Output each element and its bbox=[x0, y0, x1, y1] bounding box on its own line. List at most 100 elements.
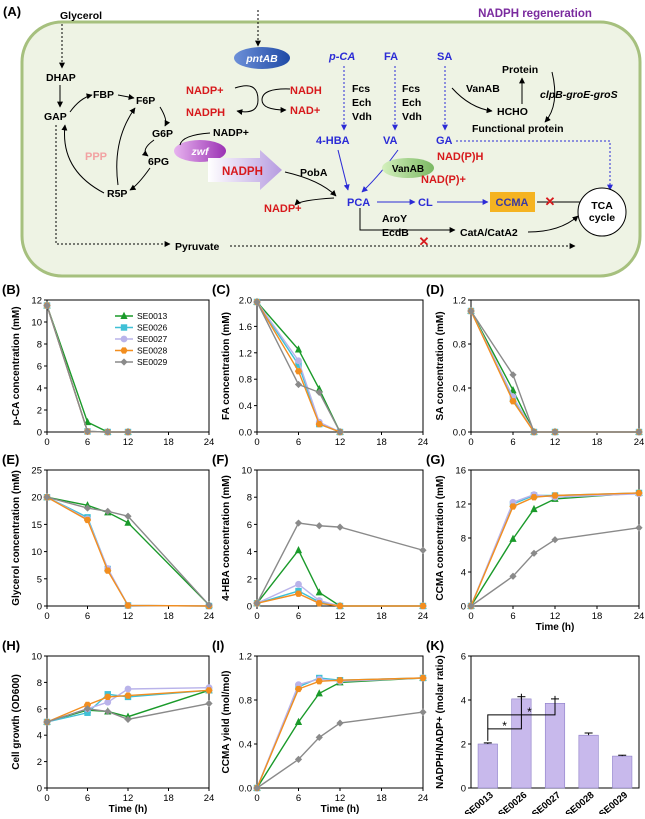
ylabel-B: p-CA concentration (mM) bbox=[11, 306, 22, 425]
point-F-SE0013-2 bbox=[315, 588, 323, 596]
point-F-SE0028-4 bbox=[419, 602, 427, 610]
nadp-plus-g6p: NADP+ bbox=[213, 127, 249, 139]
point-C-SE0029-2 bbox=[315, 388, 323, 396]
ytick-label-I-0: 0.0 bbox=[239, 784, 252, 795]
series-line-C-SE0028 bbox=[256, 301, 341, 433]
point-G-SE0029-3 bbox=[551, 536, 559, 544]
zwf-enzyme bbox=[174, 140, 226, 162]
series-line-B-SE0028 bbox=[46, 305, 128, 433]
node-ppp: PPP bbox=[85, 151, 107, 163]
xtick-label-B-2: 12 bbox=[123, 437, 134, 448]
enz-vdh-2: Vdh bbox=[402, 111, 422, 123]
xtick-label-G-4: 24 bbox=[634, 611, 645, 622]
block-cata: ✕ bbox=[419, 234, 430, 249]
panel-label-a: (A) bbox=[3, 4, 21, 19]
series-line-D-SE0026 bbox=[470, 310, 639, 433]
xcat-SE0013: SE0013 bbox=[463, 790, 496, 814]
ytick-label-D-3: 1.2 bbox=[453, 296, 466, 307]
legend-label-SE0027: SE0027 bbox=[137, 334, 168, 344]
point-H-SE0028-3 bbox=[124, 692, 132, 699]
plot-frame-C bbox=[256, 299, 424, 433]
point-F-SE0029-0 bbox=[253, 599, 261, 607]
xtick-label-C-0: 0 bbox=[254, 437, 259, 448]
arrow-f6p-g6p bbox=[159, 106, 171, 127]
ytick-label-C-2: 0.8 bbox=[239, 375, 252, 386]
ytick-label-I-2: 0.8 bbox=[239, 696, 252, 707]
ytick-label-H-1: 2 bbox=[37, 757, 42, 768]
point-F-SE0029-2 bbox=[315, 522, 323, 530]
xtick-label-E-4: 24 bbox=[204, 611, 215, 622]
ytick-label-E-3: 15 bbox=[31, 520, 42, 531]
ylabel-G: CCMA concentration (mM) bbox=[435, 475, 446, 600]
ytick-label-H-3: 6 bbox=[37, 704, 42, 715]
node-protein: Protein bbox=[502, 64, 538, 76]
xtick-label-G-3: 18 bbox=[592, 611, 603, 622]
arrow-sa-hcho bbox=[451, 87, 493, 114]
enz-fcs-1: Fcs bbox=[352, 83, 370, 95]
enz-ech-2: Ech bbox=[402, 97, 421, 109]
xlabel-G: Time (h) bbox=[536, 622, 575, 633]
point-C-SE0029-3 bbox=[336, 428, 344, 436]
ytick-label-C-5: 2.0 bbox=[239, 296, 252, 307]
xtick-label-H-4: 24 bbox=[204, 793, 215, 804]
ytick-label-B-6: 12 bbox=[31, 296, 42, 307]
enz-poba: PobA bbox=[300, 167, 328, 179]
xtick-label-H-3: 18 bbox=[163, 793, 174, 804]
point-I-SE0028-2 bbox=[315, 678, 323, 685]
ytick-label-E-1: 5 bbox=[37, 574, 42, 585]
point-H-SE0028-2 bbox=[104, 693, 112, 701]
enz-ecdb: EcdB bbox=[382, 227, 409, 239]
point-H-SE0026-1 bbox=[84, 709, 91, 716]
point-H-SE0029-1 bbox=[83, 705, 92, 713]
node-pca: PCA bbox=[347, 197, 370, 209]
xtick-label-D-3: 18 bbox=[592, 437, 603, 448]
nadph-va: NAD(P)H bbox=[437, 151, 483, 163]
ytick-label-K-0: 0 bbox=[461, 784, 466, 795]
point-E-SE0028-1 bbox=[83, 516, 92, 524]
node-f6p: F6P bbox=[136, 95, 155, 107]
ytick-label-F-2: 4 bbox=[247, 547, 252, 558]
ytick-label-I-1: 0.4 bbox=[239, 740, 252, 751]
point-E-SE0029-1 bbox=[83, 504, 92, 512]
panel-label-B: (B) bbox=[2, 282, 20, 297]
xtick-label-H-0: 0 bbox=[44, 793, 49, 804]
node-pca-acid: p-CA bbox=[328, 51, 355, 63]
point-B-SE0029-0 bbox=[43, 301, 51, 310]
point-H-SE0029-3 bbox=[124, 715, 132, 723]
nadph-fat-arrow bbox=[208, 150, 282, 190]
point-H-SE0029-0 bbox=[43, 718, 51, 726]
node-ga: GA bbox=[436, 135, 453, 147]
xtick-label-H-2: 12 bbox=[123, 793, 134, 804]
xtick-label-F-3: 18 bbox=[376, 611, 387, 622]
bar-SE0013 bbox=[477, 743, 498, 789]
ylabel-D: SA concentration (mM) bbox=[435, 311, 446, 420]
point-G-SE0029-0 bbox=[467, 602, 475, 610]
series-line-B-SE0027 bbox=[46, 305, 128, 433]
arrow-va-pca bbox=[361, 149, 399, 193]
ccma-box bbox=[490, 192, 535, 212]
ytick-label-G-4: 16 bbox=[455, 466, 466, 477]
arrow-r5p-f6p bbox=[116, 107, 136, 186]
ytick-label-B-1: 2 bbox=[37, 406, 42, 417]
point-I-SE0029-1 bbox=[294, 755, 303, 763]
panel-label-F: (F) bbox=[212, 452, 229, 467]
point-D-SE0029-4 bbox=[635, 428, 643, 436]
ytick-label-B-5: 10 bbox=[31, 318, 42, 329]
series-line-C-SE0013 bbox=[256, 301, 341, 433]
xtick-label-B-0: 0 bbox=[44, 437, 49, 448]
arrow-cata-tca bbox=[527, 215, 579, 233]
arrow-ga-tca bbox=[456, 140, 613, 191]
sig-bracket-1 bbox=[487, 693, 522, 741]
panel-label-E: (E) bbox=[2, 452, 19, 467]
ytick-label-F-1: 2 bbox=[247, 574, 252, 585]
point-C-SE0029-0 bbox=[253, 298, 261, 306]
point-C-SE0028-1 bbox=[294, 368, 303, 375]
ytick-label-E-0: 0 bbox=[37, 602, 42, 613]
point-C-SE0013-2 bbox=[315, 384, 323, 393]
enz-vdh-1: Vdh bbox=[352, 111, 372, 123]
point-G-SE0028-2 bbox=[530, 494, 538, 501]
node-6pg: 6PG bbox=[148, 156, 169, 168]
arrow-nadp-nadph bbox=[234, 85, 259, 115]
